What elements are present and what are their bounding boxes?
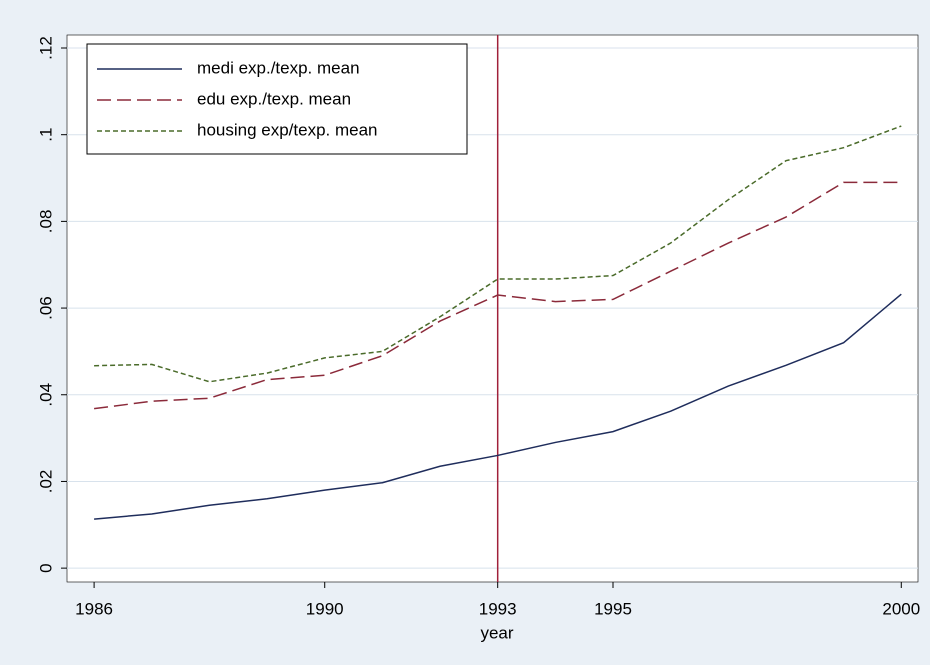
y-tick-label: .1: [36, 128, 55, 142]
data-line: [94, 125, 902, 383]
legend-label: medi exp./texp. mean: [197, 58, 360, 77]
x-tick-label: 1995: [594, 599, 632, 618]
y-tick-label: .12: [36, 36, 55, 60]
y-tick-label: .04: [36, 383, 55, 407]
y-tick-label: 0: [36, 563, 55, 572]
data-line: [94, 181, 902, 410]
legend-label: edu exp./texp. mean: [197, 89, 351, 108]
legend-label: housing exp/texp. mean: [197, 120, 378, 139]
legend-box: [86, 43, 468, 155]
x-tick-label: 2000: [882, 599, 920, 618]
y-tick-label: .06: [36, 296, 55, 320]
x-tick-label: 1990: [306, 599, 344, 618]
data-line: [94, 293, 902, 520]
x-axis-title: year: [480, 623, 513, 642]
y-tick-label: .08: [36, 210, 55, 234]
y-tick-label: .02: [36, 470, 55, 494]
x-tick-label: 1986: [75, 599, 113, 618]
x-tick-label: 1993: [479, 599, 517, 618]
